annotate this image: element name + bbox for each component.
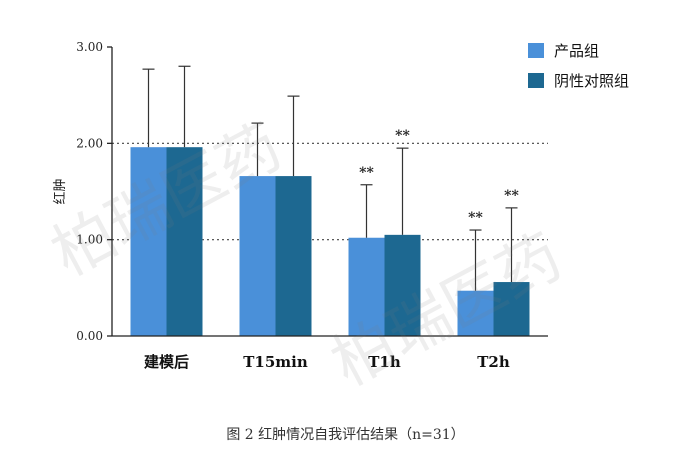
bar-0-2 bbox=[348, 237, 385, 336]
legend-swatch-0 bbox=[528, 43, 544, 58]
x-tick-label-0: 建模后 bbox=[144, 353, 189, 371]
y-axis-label: 红肿 bbox=[52, 178, 68, 204]
bar-0-0 bbox=[130, 147, 167, 336]
significance-mark-0-3: ** bbox=[468, 210, 483, 226]
y-tick-label-2: 2.00 bbox=[76, 136, 103, 150]
chart: ** ** ** ** 建模后 T15min T1h T2h 0.00 1.00 2.00 3.00… bbox=[52, 40, 629, 371]
bar-0-3 bbox=[457, 290, 494, 336]
y-tick-label-3: 3.00 bbox=[76, 40, 103, 54]
x-tick-label-1: T15min bbox=[243, 353, 308, 371]
significance-mark-0-2: ** bbox=[359, 165, 374, 181]
y-tick-label-1: 1.00 bbox=[76, 233, 103, 247]
legend-swatch-1 bbox=[528, 73, 544, 88]
legend-label-1: 阴性对照组 bbox=[554, 72, 629, 90]
bar-1-1 bbox=[275, 176, 312, 336]
legend-label-0: 产品组 bbox=[554, 42, 599, 60]
y-tick-label-0: 0.00 bbox=[76, 329, 103, 343]
x-tick-label-2: T1h bbox=[368, 353, 401, 371]
bar-0-1 bbox=[239, 176, 276, 336]
figure-caption: 图 2 红肿情况自我评估结果（n=31） bbox=[226, 427, 465, 443]
bar-1-2 bbox=[384, 234, 421, 336]
significance-mark-1-3: ** bbox=[504, 188, 519, 204]
bar-1-3 bbox=[493, 282, 530, 336]
significance-mark-1-2: ** bbox=[395, 128, 410, 144]
bar-1-0 bbox=[166, 147, 203, 336]
x-tick-label-3: T2h bbox=[477, 353, 510, 371]
